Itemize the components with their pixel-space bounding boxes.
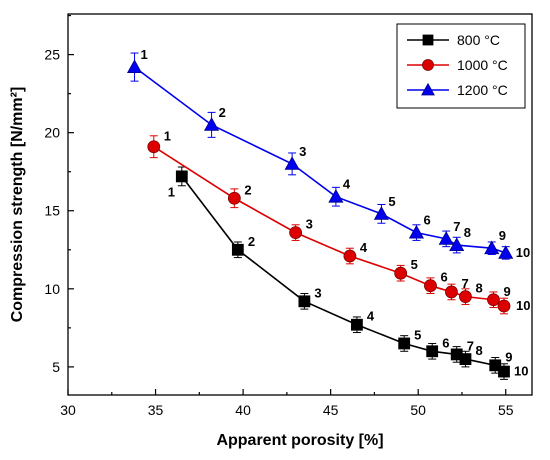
point-label: 6 bbox=[440, 270, 447, 285]
point-label: 5 bbox=[388, 194, 395, 209]
point-label: 6 bbox=[423, 213, 430, 228]
plot-frame bbox=[67, 13, 533, 396]
point-label: 6 bbox=[442, 335, 449, 350]
point-label: 1 bbox=[141, 47, 148, 62]
y-tick-label: 10 bbox=[44, 281, 60, 297]
point-label: 5 bbox=[411, 257, 418, 272]
data-point bbox=[484, 240, 500, 255]
data-point bbox=[459, 290, 472, 304]
legend-marker bbox=[421, 82, 435, 96]
data-point bbox=[231, 243, 244, 256]
data-point bbox=[394, 266, 408, 280]
data-point bbox=[498, 245, 514, 259]
x-tick-label: 35 bbox=[148, 402, 164, 418]
y-tick-label: 20 bbox=[44, 125, 60, 141]
x-tick-label: 40 bbox=[235, 402, 251, 418]
data-point bbox=[126, 59, 143, 73]
legend-marker bbox=[422, 59, 434, 71]
data-point bbox=[343, 249, 357, 263]
point-label: 9 bbox=[505, 349, 512, 364]
data-point bbox=[147, 140, 161, 154]
point-label: 2 bbox=[248, 234, 255, 249]
x-axis-title: Apparent porosity [%] bbox=[216, 432, 383, 449]
data-point bbox=[498, 365, 510, 378]
y-tick-label: 15 bbox=[44, 203, 60, 219]
legend-label: 800 °C bbox=[457, 32, 500, 48]
point-label: 3 bbox=[314, 285, 321, 300]
point-label: 7 bbox=[467, 338, 474, 353]
legend-label: 1200 °C bbox=[457, 82, 508, 98]
legend: 800 °C 1000 °C 1200 °C bbox=[396, 23, 526, 109]
data-point bbox=[284, 156, 300, 170]
y-tick-label: 25 bbox=[44, 47, 60, 63]
legend-marker bbox=[422, 34, 434, 46]
point-label: 9 bbox=[499, 228, 506, 243]
x-tick-label: 45 bbox=[323, 402, 339, 418]
series-line bbox=[134, 66, 506, 254]
point-label: 9 bbox=[503, 284, 510, 299]
x-tick-label: 50 bbox=[410, 402, 426, 418]
data-point bbox=[489, 359, 502, 372]
y-axis-title: Compression strength [N/mm²] bbox=[9, 87, 26, 323]
data-point bbox=[328, 188, 344, 203]
data-point bbox=[445, 285, 458, 299]
series-2 bbox=[126, 52, 514, 260]
data-point bbox=[438, 231, 454, 245]
point-label: 3 bbox=[306, 217, 313, 232]
point-label: 7 bbox=[453, 219, 460, 234]
point-label: 8 bbox=[464, 225, 471, 240]
point-label: 4 bbox=[343, 177, 351, 192]
legend-label: 1000 °C bbox=[457, 57, 508, 73]
point-label: 4 bbox=[367, 309, 375, 324]
series-0 bbox=[175, 166, 510, 380]
data-point bbox=[289, 226, 303, 240]
point-label: 10 bbox=[514, 364, 528, 379]
y-tick-label: 5 bbox=[52, 359, 60, 375]
data-point bbox=[487, 293, 500, 307]
point-label: 8 bbox=[475, 281, 482, 296]
point-label: 4 bbox=[360, 240, 368, 255]
point-label: 10 bbox=[516, 298, 530, 313]
x-tick-label: 55 bbox=[498, 402, 514, 418]
data-point bbox=[373, 206, 389, 220]
series-line bbox=[153, 146, 505, 307]
data-point bbox=[204, 117, 220, 131]
data-point bbox=[497, 299, 511, 313]
point-label: 5 bbox=[414, 327, 421, 342]
point-label: 2 bbox=[219, 105, 226, 120]
data-point bbox=[398, 337, 411, 350]
data-point bbox=[175, 170, 188, 183]
point-label: 8 bbox=[475, 343, 482, 358]
x-tick-label: 30 bbox=[60, 402, 76, 418]
data-point bbox=[408, 224, 424, 239]
point-label: 1 bbox=[168, 184, 175, 199]
series-layer bbox=[126, 52, 514, 380]
data-point bbox=[424, 279, 437, 293]
series-line bbox=[181, 175, 505, 373]
point-label: 1 bbox=[164, 129, 171, 144]
point-label: 3 bbox=[299, 144, 306, 159]
point-label: 7 bbox=[461, 276, 468, 291]
series-1 bbox=[147, 135, 511, 315]
data-point bbox=[227, 191, 241, 205]
data-point bbox=[351, 318, 363, 331]
data-point bbox=[459, 353, 472, 365]
data-point bbox=[426, 345, 439, 358]
data-point bbox=[298, 295, 311, 308]
point-label: 2 bbox=[244, 182, 251, 197]
legend-box bbox=[396, 23, 526, 109]
point-label: 10 bbox=[516, 245, 530, 260]
data-point bbox=[449, 237, 465, 251]
